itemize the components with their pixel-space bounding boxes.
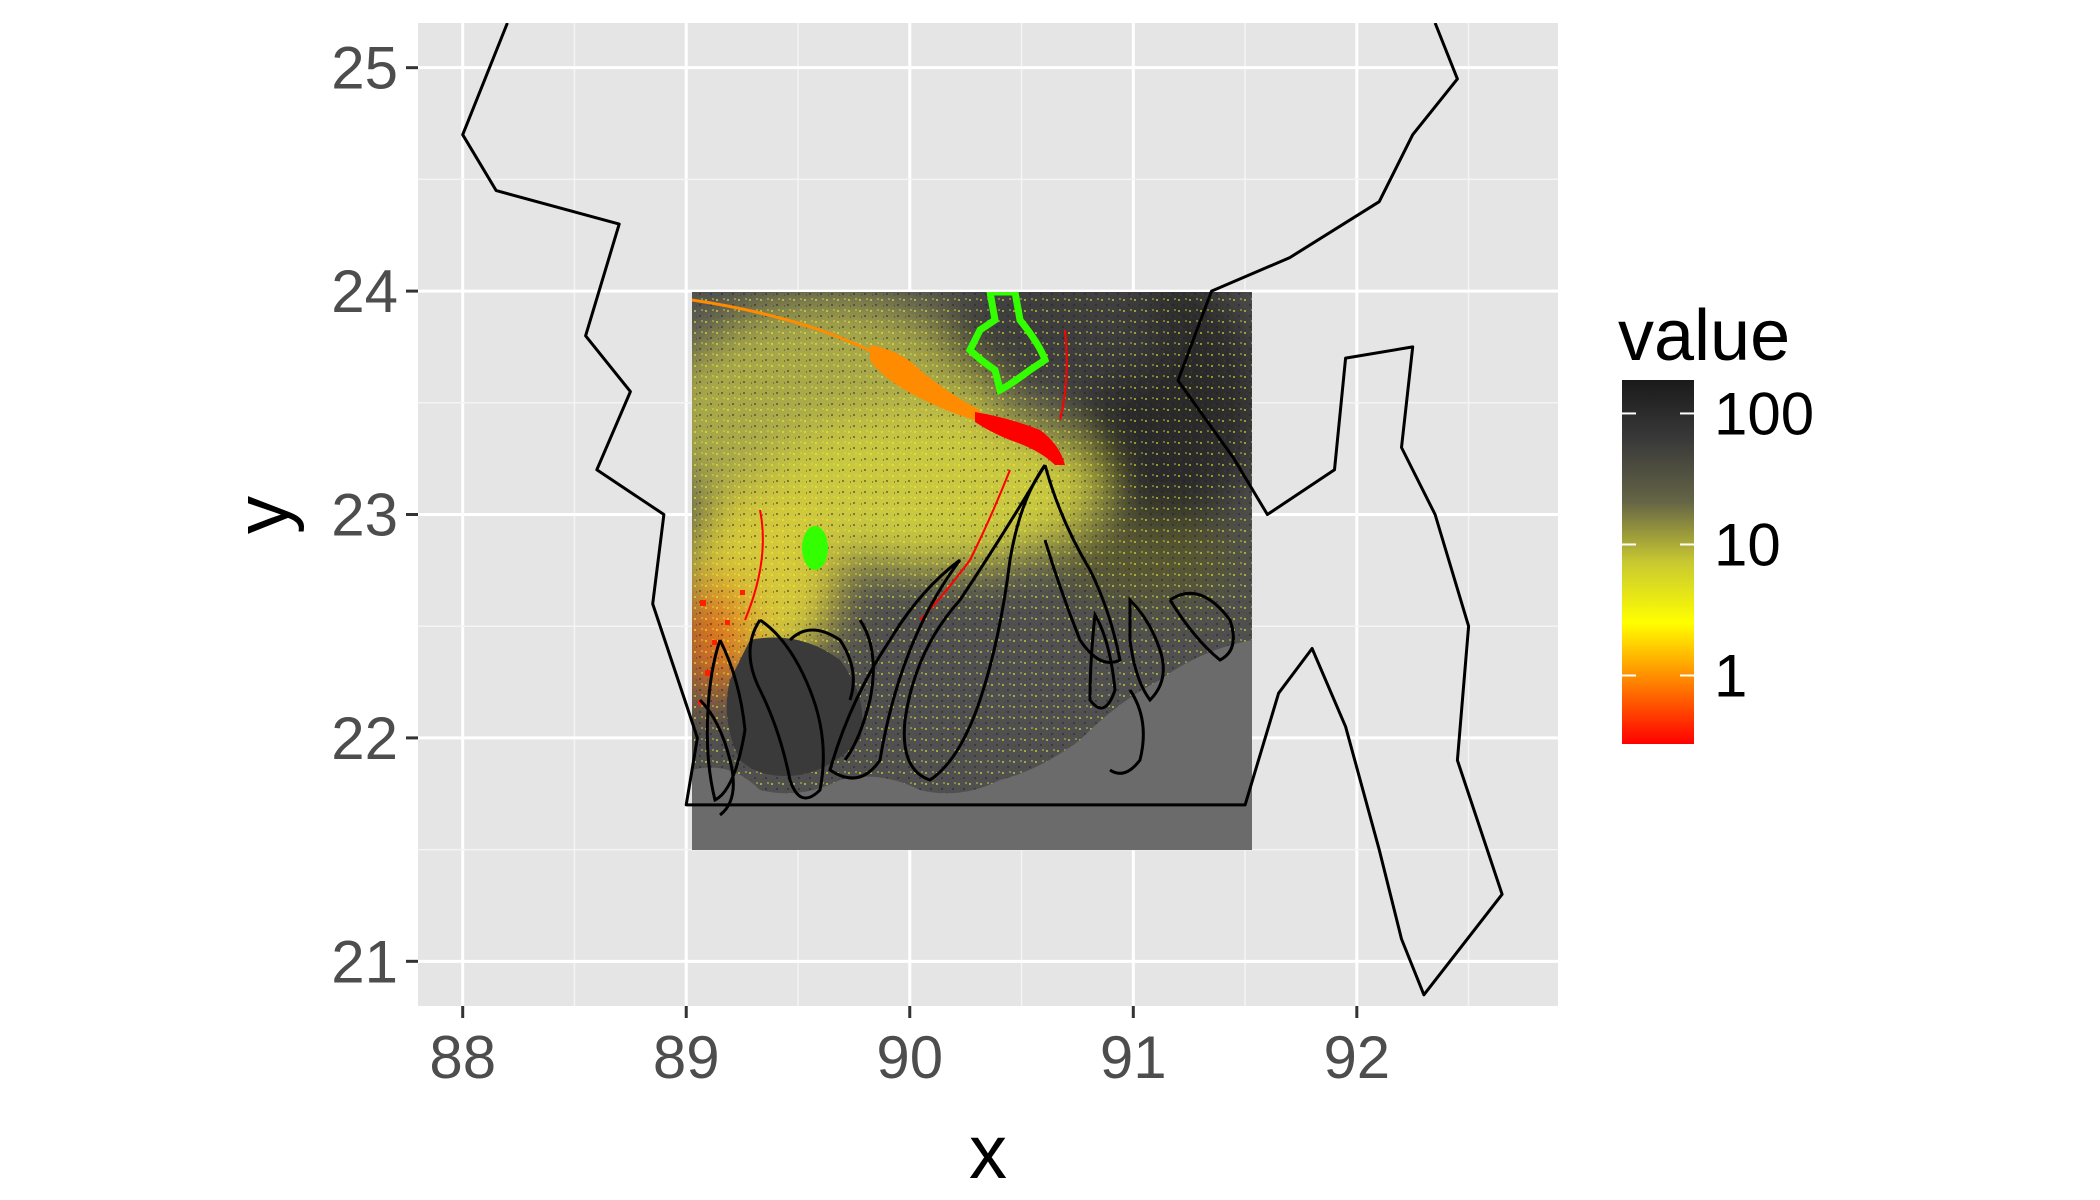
y-tick-label: 21 xyxy=(331,928,398,995)
river-orange xyxy=(692,298,891,362)
y-tick-label: 22 xyxy=(331,705,398,772)
y-axis: 21 22 23 24 25 xyxy=(331,35,418,995)
coastline-delta xyxy=(698,464,1235,817)
legend-colorbar xyxy=(1622,380,1694,744)
river-orange-main xyxy=(870,345,980,420)
legend-break-label: 100 xyxy=(1714,380,1814,447)
legend-break-label: 10 xyxy=(1714,511,1781,578)
raster-sundarbans-area xyxy=(726,637,863,776)
y-tick-label: 25 xyxy=(331,35,398,102)
x-tick-label: 91 xyxy=(1100,1024,1167,1091)
river-red xyxy=(975,412,1065,465)
x-tick-label: 89 xyxy=(653,1024,720,1091)
x-tick-label: 92 xyxy=(1323,1024,1390,1091)
y-tick-label: 23 xyxy=(331,482,398,549)
raster-sea-area xyxy=(692,640,1252,850)
country-boundary xyxy=(461,23,1504,997)
x-tick-label: 88 xyxy=(429,1024,496,1091)
y-axis-title: y xyxy=(220,496,305,534)
legend-break-label: 1 xyxy=(1714,642,1747,709)
x-axis-title: x xyxy=(969,1110,1007,1195)
region-patch-green xyxy=(802,526,828,570)
legend-breaks: 1 10 100 xyxy=(1622,380,1814,709)
y-tick-label: 24 xyxy=(331,258,398,325)
legend-title: value xyxy=(1618,296,1790,376)
region-outline-green xyxy=(965,292,1050,396)
legend: value 1 10 100 xyxy=(1618,296,1814,744)
x-tick-label: 90 xyxy=(876,1024,943,1091)
x-axis: 88 89 90 91 92 xyxy=(429,1006,1390,1091)
river-red-tributary xyxy=(744,329,1068,621)
